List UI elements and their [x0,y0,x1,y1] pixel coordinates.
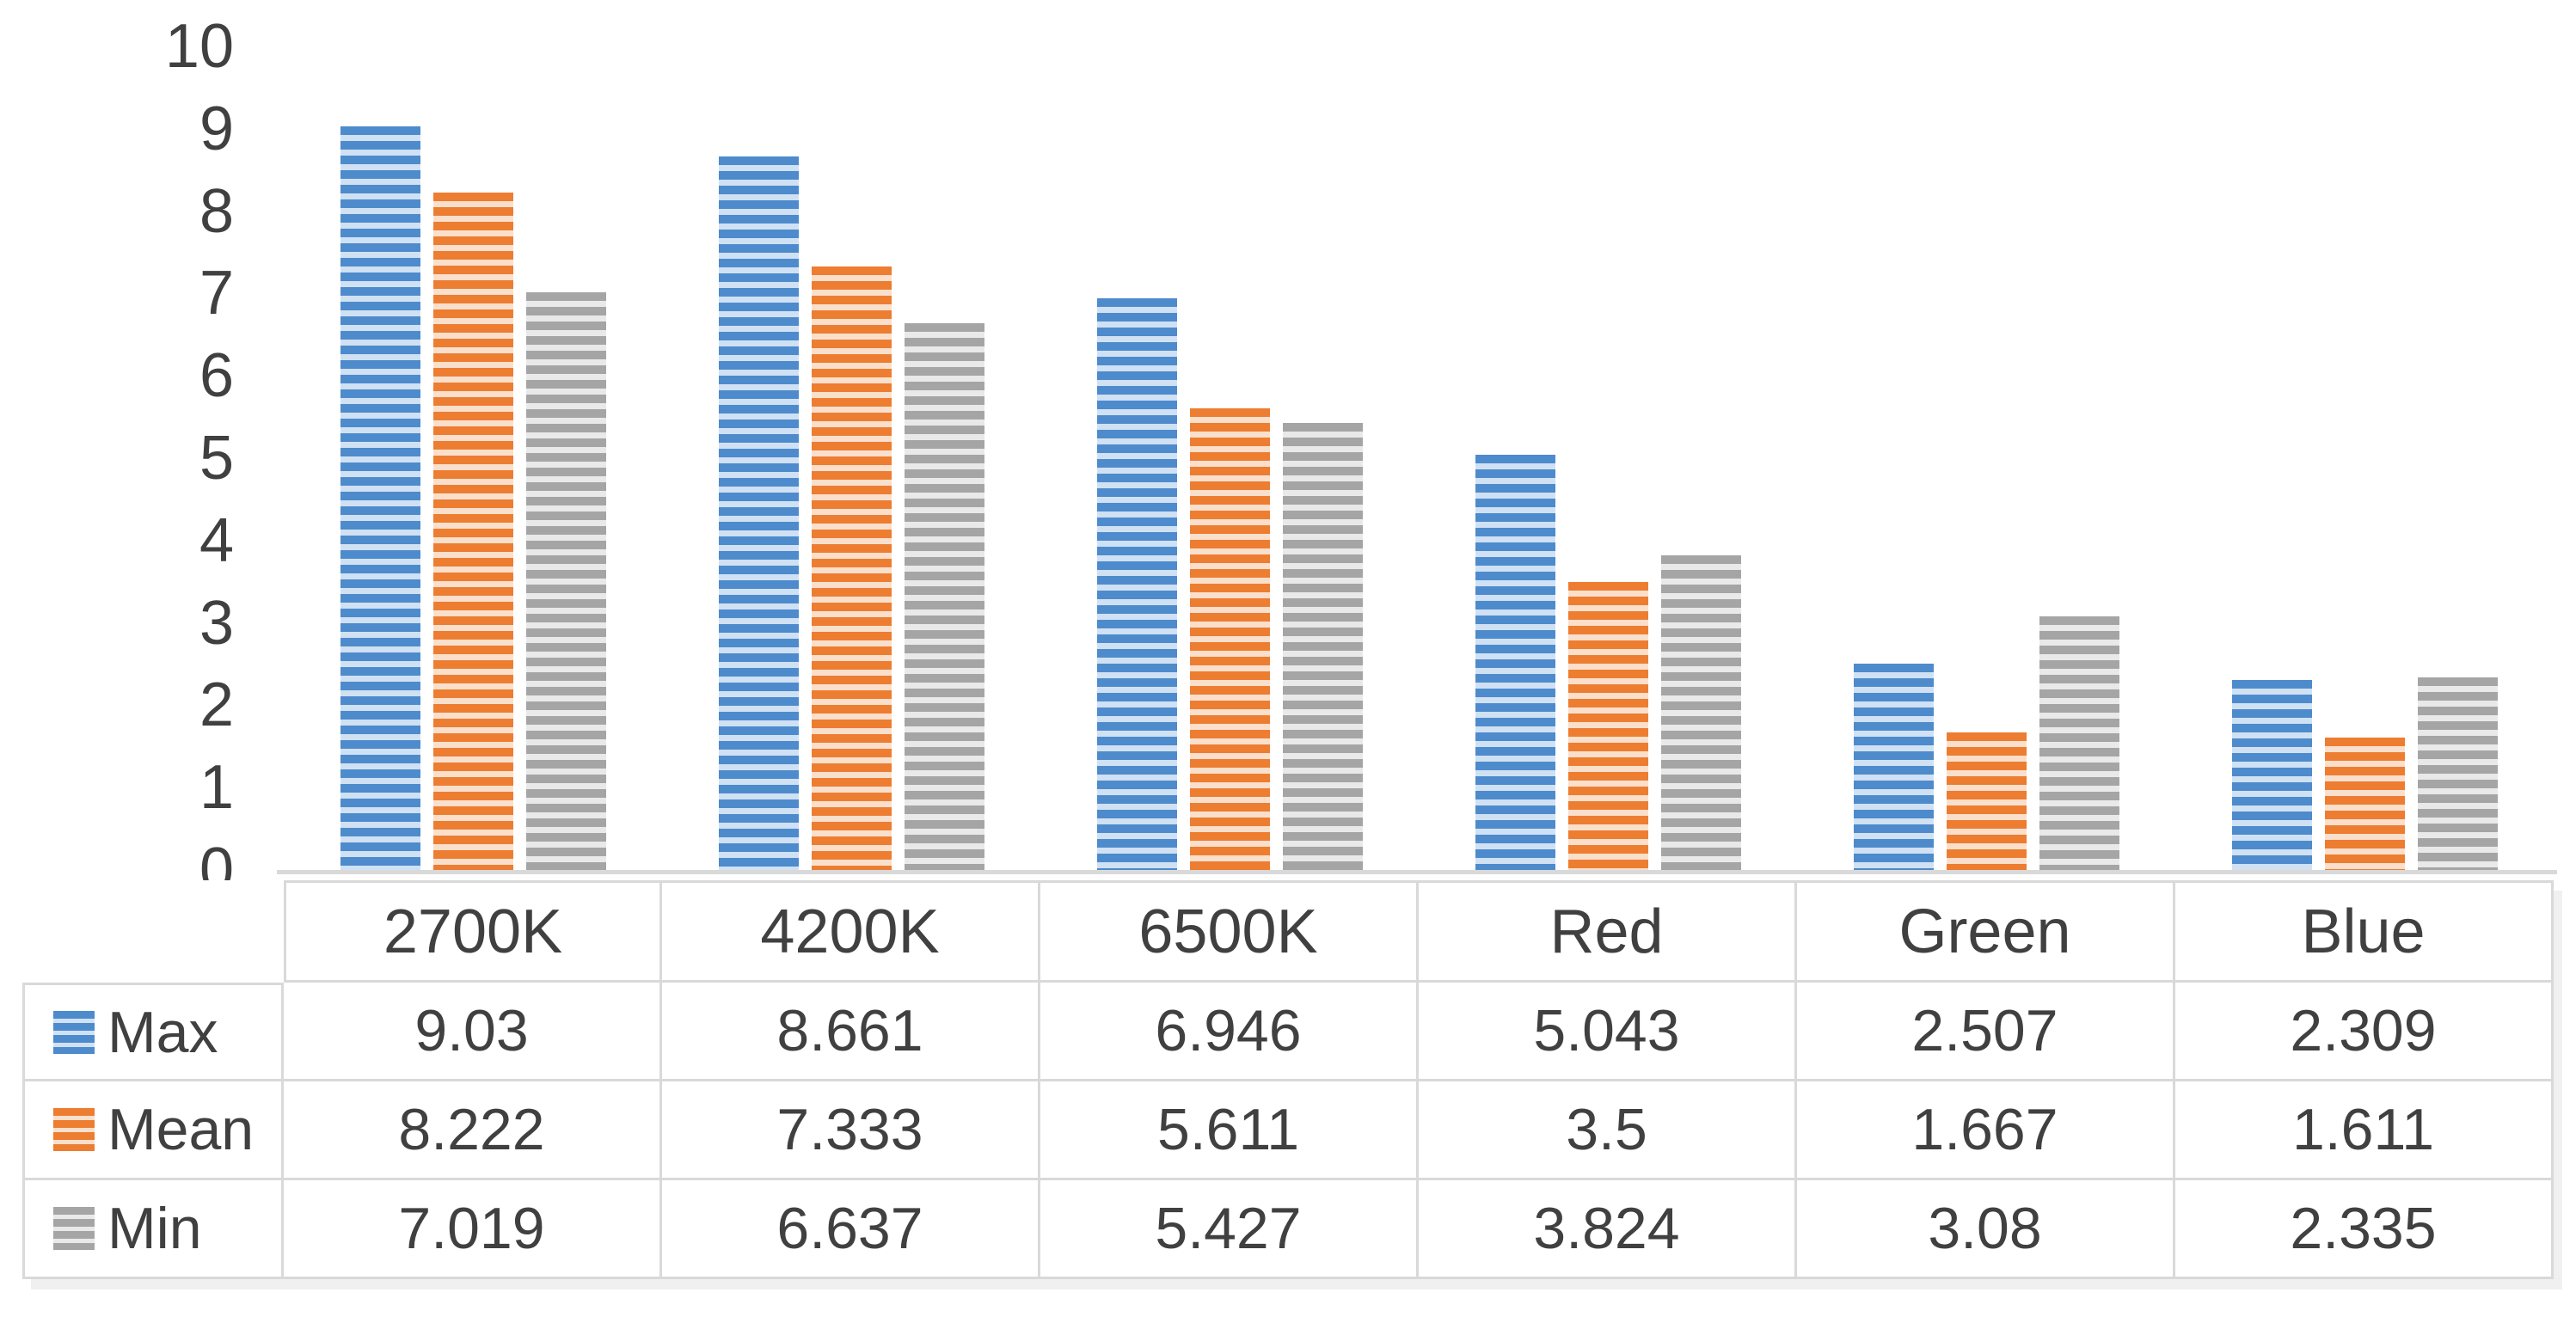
y-axis-label-5: 5 [199,424,234,493]
legend-key-min-icon [53,1207,95,1250]
data-table: 2700K 4200K 6500K Red Green Blue Max 9.03 8.661 6… [22,880,2554,1279]
y-axis: 0 1 2 3 4 5 6 7 8 9 10 [0,0,234,904]
legend-label-max: Max [107,999,218,1065]
bar-min-4200k [904,323,984,870]
table-cell-mean-6500k: 5.611 [1040,1081,1419,1180]
bar-group-red [1419,0,1797,870]
bar-mean-6500k [1189,407,1270,870]
bar-max-green [1853,663,1934,870]
table-row-header-min: Min [22,1180,284,1279]
y-axis-label-6: 6 [199,341,234,411]
table-cell-max-4200k: 8.661 [662,983,1040,1081]
table-header-4200k: 4200K [662,880,1040,983]
y-axis-label-7: 7 [199,259,234,328]
y-axis-label-2: 2 [199,671,234,740]
bar-mean-4200k [811,266,892,870]
y-axis-label-9: 9 [199,94,234,163]
table-cell-max-red: 5.043 [1419,983,1797,1081]
table-cell-mean-4200k: 7.333 [662,1081,1040,1180]
x-axis-line [277,870,2557,874]
table-cell-mean-2700k: 8.222 [284,1081,662,1180]
bar-mean-green [1946,732,2027,870]
table-row-header-mean: Mean [22,1081,284,1180]
bar-max-4200k [718,156,799,870]
bar-min-green [2039,616,2119,870]
y-axis-label-4: 4 [199,505,234,575]
plot-area [284,0,2554,870]
bar-max-2700k [340,126,420,870]
bar-mean-2700k [432,193,513,870]
table-header-green: Green [1797,880,2175,983]
table-cell-min-4200k: 6.637 [662,1180,1040,1279]
legend-key-max-icon [53,1010,95,1054]
bar-group-4200k [662,0,1040,870]
table-header-6500k: 6500K [1040,880,1419,983]
legend-label-min: Min [107,1196,202,1261]
data-table-corner [22,880,284,983]
table-cell-min-blue: 2.335 [2175,1180,2554,1279]
bar-max-6500k [1096,297,1177,870]
legend-key-mean-icon [53,1108,95,1151]
bar-min-2700k [525,291,606,870]
table-header-red: Red [1419,880,1797,983]
y-axis-label-1: 1 [199,753,234,823]
bar-group-green [1797,0,2175,870]
table-cell-min-green: 3.08 [1797,1180,2175,1279]
y-axis-label-8: 8 [199,176,234,246]
bar-max-red [1475,454,1555,870]
bar-group-6500k [1040,0,1419,870]
table-header-blue: Blue [2175,880,2554,983]
table-header-2700k: 2700K [284,880,662,983]
table-cell-min-2700k: 7.019 [284,1180,662,1279]
table-cell-max-blue: 2.309 [2175,983,2554,1081]
table-cell-min-6500k: 5.427 [1040,1180,1419,1279]
bar-mean-red [1567,581,1648,870]
table-cell-mean-red: 3.5 [1419,1081,1797,1180]
bar-mean-blue [2324,737,2405,870]
bar-max-blue [2231,679,2312,870]
y-axis-label-3: 3 [199,588,234,658]
table-cell-max-green: 2.507 [1797,983,2175,1081]
y-axis-label-10: 10 [164,12,234,81]
table-cell-max-2700k: 9.03 [284,983,662,1081]
legend-label-mean: Mean [107,1097,255,1162]
bar-min-red [1660,554,1741,870]
table-row-header-max: Max [22,983,284,1081]
bar-group-2700k [284,0,662,870]
table-cell-max-6500k: 6.946 [1040,983,1419,1081]
bar-min-6500k [1282,423,1363,870]
table-cell-min-red: 3.824 [1419,1180,1797,1279]
bar-group-blue [2175,0,2554,870]
table-cell-mean-blue: 1.611 [2175,1081,2554,1180]
table-cell-mean-green: 1.667 [1797,1081,2175,1180]
bar-min-blue [2417,677,2498,870]
